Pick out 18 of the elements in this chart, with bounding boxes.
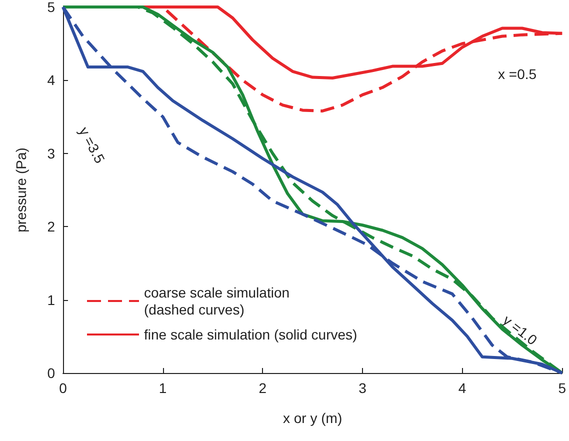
x-tick-label: 0 — [59, 380, 68, 396]
legend-label: coarse scale simulation (dashed curves) — [144, 284, 290, 318]
y-tick-label: 0 — [47, 365, 56, 381]
annotation: y =3.5 — [76, 124, 108, 166]
y-tick-label: 3 — [47, 145, 56, 162]
x-tick-label: 1 — [158, 380, 167, 396]
x-tick-label: 4 — [458, 380, 466, 396]
x-axis-title: x or y (m) — [283, 410, 342, 426]
y-tick-label: 4 — [47, 72, 56, 88]
legend-label: fine scale simulation (solid curves) — [144, 326, 358, 342]
y-tick-label: 2 — [47, 218, 56, 235]
y-tick-label: 1 — [47, 292, 56, 308]
y-axis-title: pressure (Pa) — [13, 148, 29, 232]
annotation: x =0.5 — [498, 66, 537, 82]
x-tick-label: 5 — [558, 380, 566, 396]
x-tick-label: 3 — [358, 380, 367, 396]
x-tick-label: 2 — [258, 380, 267, 396]
y-tick-label: 5 — [47, 0, 56, 15]
